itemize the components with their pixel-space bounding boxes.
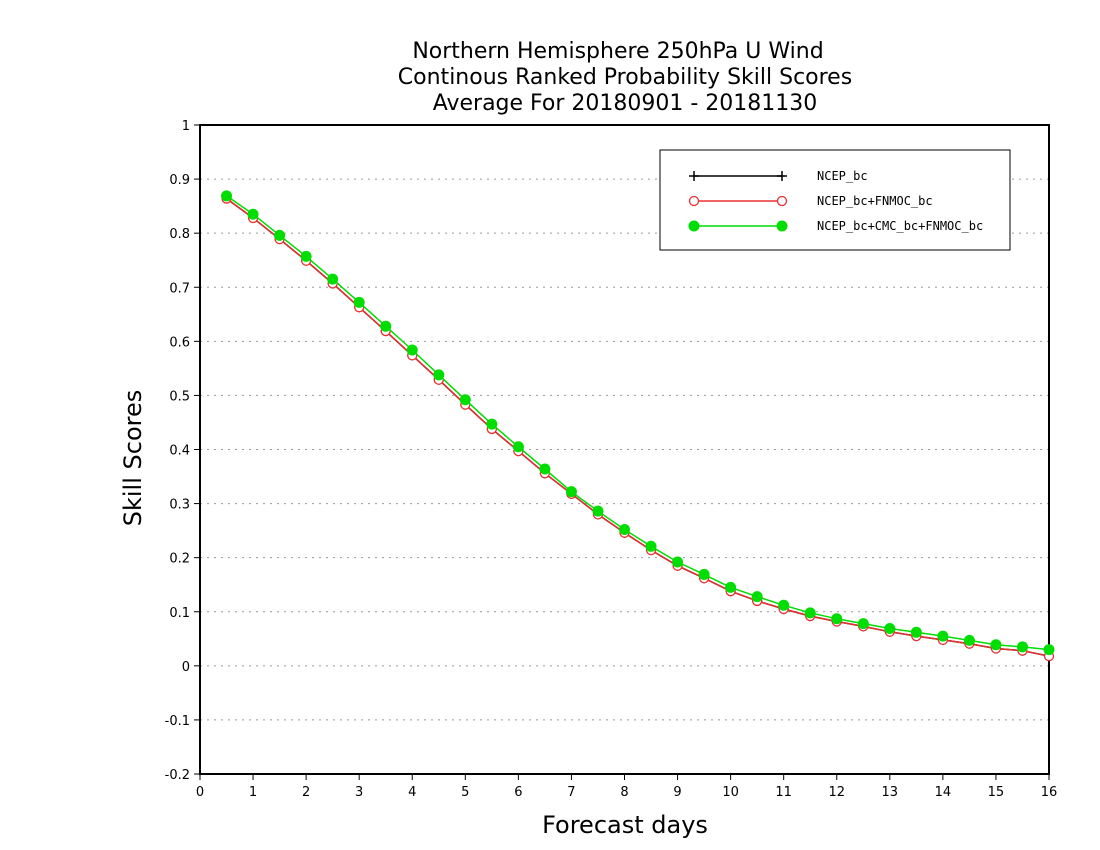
data-point — [380, 320, 392, 332]
data-point — [512, 441, 524, 453]
data-point — [672, 556, 684, 568]
y-tick-label: 0.4 — [169, 444, 190, 459]
y-tick-label: 0 — [182, 660, 190, 675]
series-2 — [221, 190, 1055, 656]
chart-title-block: Northern Hemisphere 250hPa U Wind Contin… — [398, 39, 852, 116]
legend-box — [659, 149, 1011, 251]
data-point — [327, 273, 339, 285]
data-point — [619, 524, 630, 536]
data-point — [221, 190, 233, 202]
y-tick-label: -0.1 — [165, 714, 190, 729]
data-point — [698, 568, 710, 580]
plot-frame — [199, 124, 1050, 775]
y-tick-label: 0.7 — [169, 281, 190, 296]
x-tick-label: 6 — [514, 785, 522, 800]
data-point — [1016, 641, 1028, 653]
data-point — [300, 250, 312, 262]
x-tick-label: 14 — [935, 785, 952, 800]
series-0 — [221, 193, 1054, 662]
x-tick-label: 16 — [1041, 785, 1058, 800]
x-tick-label: 13 — [882, 785, 899, 800]
series-1 — [221, 193, 1055, 662]
data-point — [565, 486, 577, 498]
data-point — [804, 607, 816, 619]
data-point — [910, 626, 922, 638]
x-tick-label: 5 — [461, 785, 469, 800]
legend: NCEP_bc NCEP_bc+FNMOC_bc NCEP_bc+CMC_bc+FN… — [659, 149, 1011, 251]
chart-title-line-3: Average For 20180901 - 20181130 — [433, 91, 818, 116]
data-point — [857, 618, 869, 630]
y-tick-label: 0.8 — [169, 227, 190, 242]
data-point — [725, 581, 737, 593]
y-axis-title: Skill Scores — [119, 390, 147, 527]
series-line — [226, 197, 1050, 657]
data-point — [353, 296, 365, 308]
y-tick-label: -0.2 — [165, 768, 190, 783]
data-point — [406, 344, 418, 356]
data-point — [884, 623, 896, 635]
data-point — [963, 634, 975, 646]
x-tick-label: 10 — [722, 785, 739, 800]
series-layer — [221, 190, 1055, 662]
legend-marker — [777, 171, 787, 181]
series-line — [226, 195, 1050, 651]
y-tick-label: 0.5 — [169, 389, 190, 404]
data-point — [592, 505, 604, 517]
legend-label: NCEP_bc — [817, 169, 868, 183]
legend-marker — [776, 195, 788, 207]
x-tick-label: 9 — [673, 785, 681, 800]
x-axis-title: Forecast days — [542, 811, 708, 839]
y-tick-label: 0.3 — [169, 498, 190, 513]
data-point — [937, 630, 949, 642]
legend-marker — [776, 220, 788, 232]
legend-label: NCEP_bc+CMC_bc+FNMOC_bc — [817, 219, 983, 233]
data-point — [274, 229, 286, 241]
legend-marker — [689, 171, 699, 181]
legend-marker — [688, 195, 700, 207]
data-point — [486, 418, 498, 430]
x-tick-label: 2 — [302, 785, 310, 800]
grid-lines — [200, 178, 1049, 721]
legend-entry: NCEP_bc — [689, 169, 868, 183]
x-tick-label: 7 — [567, 785, 575, 800]
x-tick-label: 15 — [988, 785, 1005, 800]
data-point — [539, 463, 551, 475]
data-point — [247, 208, 259, 220]
x-tick-label: 4 — [408, 785, 416, 800]
chart-title-line-1: Northern Hemisphere 250hPa U Wind — [412, 39, 823, 64]
legend-entry: NCEP_bc+FNMOC_bc — [688, 194, 933, 208]
x-tick-label: 0 — [196, 785, 204, 800]
y-tick-label: 0.1 — [169, 606, 190, 621]
legend-label: NCEP_bc+FNMOC_bc — [817, 194, 933, 208]
y-tick-label: 0.9 — [169, 173, 190, 188]
series-line — [226, 197, 1050, 657]
legend-entry: NCEP_bc+CMC_bc+FNMOC_bc — [688, 219, 983, 233]
data-point — [645, 540, 657, 552]
data-point — [831, 613, 843, 625]
y-tick-label: 0.6 — [169, 335, 190, 350]
data-point — [751, 591, 763, 603]
data-point — [990, 639, 1002, 651]
x-tick-label: 8 — [620, 785, 628, 800]
x-tick-label: 11 — [775, 785, 792, 800]
x-tick-label: 12 — [828, 785, 845, 800]
chart-title-line-2: Continous Ranked Probability Skill Score… — [398, 65, 852, 90]
data-point — [433, 369, 445, 381]
x-tick-label: 1 — [249, 785, 257, 800]
data-point — [1043, 644, 1055, 656]
y-tick-label: 0.2 — [169, 552, 190, 567]
legend-marker — [688, 220, 700, 232]
y-tick-label: 1 — [182, 119, 190, 134]
data-point — [778, 599, 790, 611]
data-point — [459, 394, 471, 406]
x-tick-label: 3 — [355, 785, 363, 800]
